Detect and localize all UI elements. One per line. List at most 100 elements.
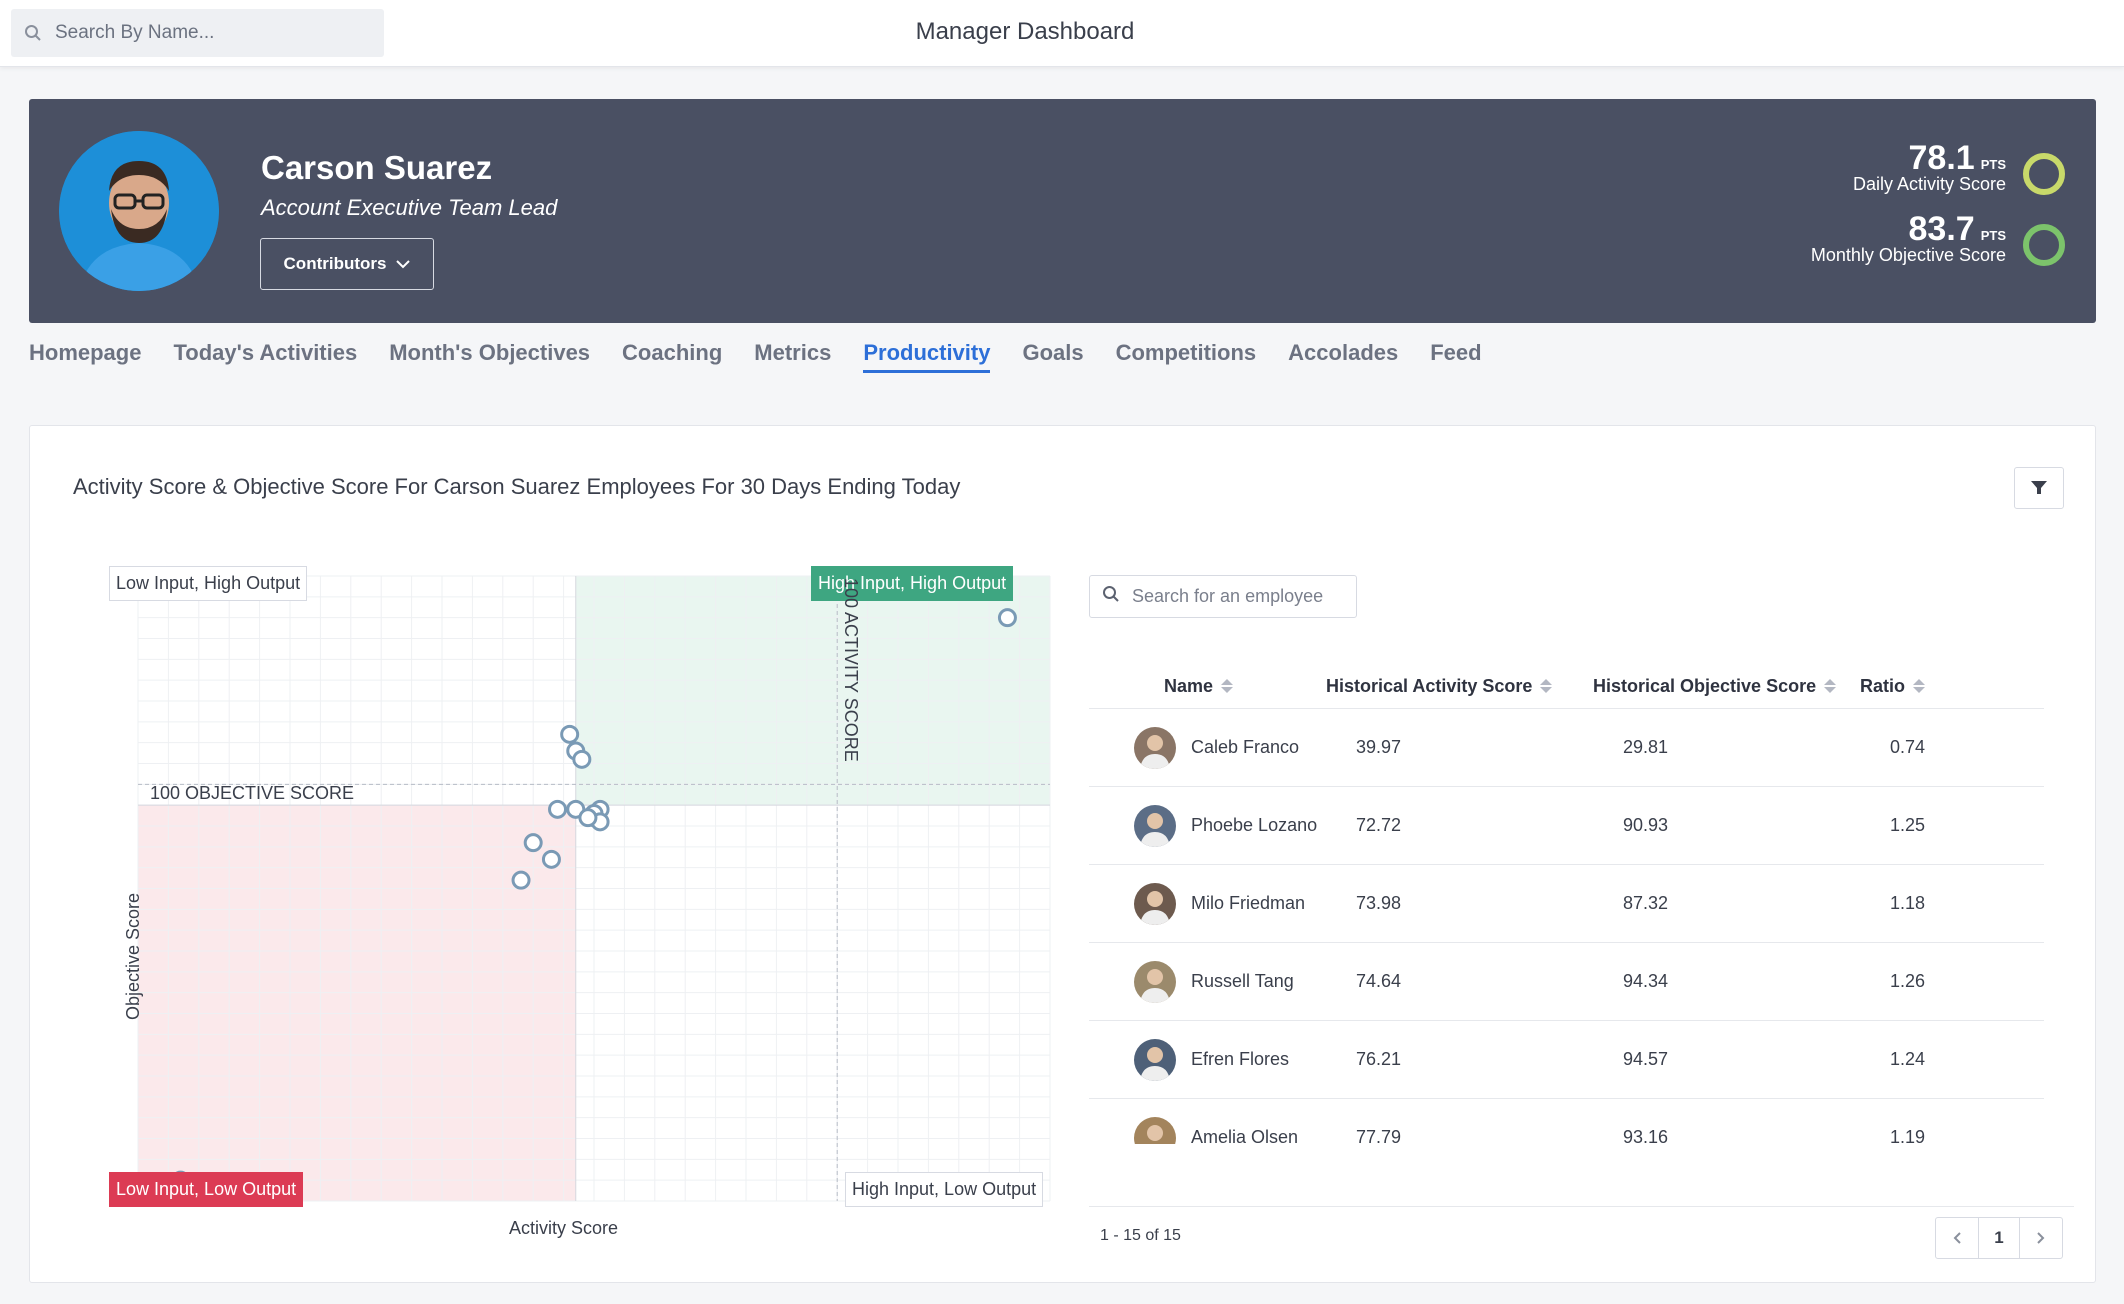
employee-table: Name Historical Activity Score Historica… (1089, 664, 2044, 1144)
daily-score: 78.1 PTS Daily Activity Score (1853, 139, 2006, 195)
data-point (572, 749, 592, 769)
column-label: Historical Objective Score (1593, 675, 1817, 696)
employee-name[interactable]: Amelia Olsen (1191, 1127, 1299, 1144)
employee-name[interactable]: Russell Tang (1191, 971, 1294, 991)
ratio-cell: 1.25 (1890, 815, 1926, 835)
activity-cell: 39.97 (1356, 737, 1402, 757)
table-row[interactable]: Russell Tang 74.64 94.34 1.26 (1089, 943, 2044, 1021)
data-point (523, 833, 543, 853)
contributors-button[interactable]: Contributors (260, 238, 434, 290)
table-header: Name Historical Activity Score Historica… (1089, 664, 2044, 709)
profile-role: Account Executive Team Lead (261, 195, 558, 220)
ratio-cell: 1.24 (1890, 1049, 1926, 1069)
objective-cell: 90.93 (1623, 815, 1669, 835)
employee-name[interactable]: Caleb Franco (1191, 737, 1300, 757)
chevron-down-icon (396, 260, 411, 269)
daily-score-label: Daily Activity Score (1852, 174, 2006, 194)
avatar (59, 131, 219, 291)
table-row[interactable]: Phoebe Lozano 72.72 90.93 1.25 (1089, 787, 2044, 865)
column-header-ratio[interactable]: Ratio (1860, 676, 2014, 697)
next-page-button[interactable] (2020, 1218, 2062, 1258)
column-header-name[interactable]: Name (1089, 676, 1356, 697)
data-point (997, 608, 1017, 628)
row-name-cell: Phoebe Lozano (1089, 804, 1356, 847)
table-footer-divider (1089, 1206, 2074, 1207)
row-name-cell: Efren Flores (1089, 1038, 1356, 1081)
monthly-score-label: Monthly Objective Score (1810, 245, 2006, 265)
column-header-objective[interactable]: Historical Objective Score (1593, 676, 1860, 697)
column-label: Name (1164, 675, 1214, 696)
table-row[interactable]: Caleb Franco 39.97 29.81 0.74 (1089, 709, 2044, 787)
table-row[interactable]: Efren Flores 76.21 94.57 1.24 (1089, 1021, 2044, 1099)
employee-avatar (1134, 960, 1176, 1003)
tab-competitions[interactable]: Competitions (1115, 340, 1257, 365)
activity-cell: 73.98 (1356, 893, 1402, 913)
tab-metrics[interactable]: Metrics (754, 340, 832, 365)
monthly-score-value: 83.7 (1908, 210, 1975, 248)
tab-todays-activities[interactable]: Today's Activities (173, 340, 358, 365)
y-axis-label: Objective Score (123, 892, 144, 1021)
prev-page-button[interactable] (1936, 1218, 1978, 1258)
name-search-input[interactable]: Search By Name... (11, 9, 384, 57)
page-number-button[interactable]: 1 (1978, 1218, 2020, 1258)
daily-score-ring-icon (2023, 153, 2065, 195)
pagination-range: 1 - 15 of 15 (1100, 1227, 1181, 1244)
scatter-plot-svg (137, 575, 1051, 1202)
monthly-score-unit: PTS (1980, 228, 2006, 243)
monthly-score: 83.7 PTS Monthly Objective Score (1811, 210, 2006, 266)
daily-score-value: 78.1 (1908, 139, 1975, 177)
sort-icon[interactable] (1913, 679, 1925, 693)
table-row[interactable]: Amelia Olsen 77.79 93.16 1.19 (1089, 1099, 2044, 1144)
data-point (511, 870, 531, 890)
objective-cell: 29.81 (1623, 737, 1669, 757)
row-name-cell: Milo Friedman (1089, 882, 1356, 925)
low-output-zone (138, 805, 576, 1201)
quadrant-label-top-right: High Input, High Output (811, 566, 1014, 601)
column-label: Ratio (1860, 675, 1905, 696)
tab-feed[interactable]: Feed (1430, 340, 1482, 365)
sort-icon[interactable] (1824, 679, 1837, 693)
objective-cell: 87.32 (1623, 893, 1669, 913)
table-row[interactable]: Milo Friedman 73.98 87.32 1.18 (1089, 865, 2044, 943)
column-label: Historical Activity Score (1326, 675, 1533, 696)
employee-name[interactable]: Phoebe Lozano (1191, 815, 1318, 835)
quadrant-label-top-left: Low Input, High Output (109, 566, 308, 601)
tab-months-objectives[interactable]: Month's Objectives (389, 340, 591, 365)
ratio-cell: 1.18 (1890, 893, 1926, 913)
data-point (578, 808, 598, 828)
sort-icon[interactable] (1540, 679, 1553, 693)
tab-coaching[interactable]: Coaching (622, 340, 723, 365)
employee-avatar (1134, 1038, 1176, 1081)
activity-cell: 76.21 (1356, 1049, 1402, 1069)
employee-search-input[interactable]: Search for an employee (1089, 575, 1357, 618)
chevron-right-icon (2037, 1232, 2045, 1244)
objective-reference-label: 100 OBJECTIVE SCORE (150, 783, 355, 803)
pagination: 1 (1935, 1217, 2063, 1259)
scatter-chart: Low Input, High Output High Input, High … (80, 546, 1070, 1256)
tab-homepage[interactable]: Homepage (29, 340, 142, 365)
tab-goals[interactable]: Goals (1022, 340, 1084, 365)
employee-name[interactable]: Milo Friedman (1191, 893, 1306, 913)
activity-cell: 72.72 (1356, 815, 1402, 835)
quadrant-label-bottom-right: High Input, Low Output (845, 1172, 1044, 1207)
activity-reference-label: 100 ACTIVITY SCORE (841, 578, 861, 762)
profile-name: Carson Suarez (261, 149, 493, 186)
employee-search-placeholder: Search for an employee (1132, 586, 1324, 606)
activity-cell: 77.79 (1356, 1127, 1402, 1144)
ratio-cell: 0.74 (1890, 737, 1926, 757)
x-axis-label: Activity Score (509, 1218, 619, 1238)
ratio-cell: 1.26 (1890, 971, 1926, 991)
productivity-card: Activity Score & Objective Score For Car… (29, 425, 2096, 1283)
sort-icon[interactable] (1221, 679, 1234, 693)
data-point (560, 724, 580, 744)
nav-tabs: Homepage Today's Activities Month's Obje… (29, 340, 1514, 373)
tab-accolades[interactable]: Accolades (1288, 340, 1399, 365)
tab-productivity[interactable]: Productivity (863, 340, 991, 373)
employee-name[interactable]: Efren Flores (1191, 1049, 1290, 1069)
employee-avatar (1134, 726, 1176, 769)
contributors-label: Contributors (283, 254, 387, 273)
column-header-activity[interactable]: Historical Activity Score (1326, 676, 1593, 697)
page-title: Manager Dashboard (915, 18, 1135, 45)
filter-button[interactable] (2014, 467, 2064, 509)
search-icon (1102, 585, 1120, 608)
